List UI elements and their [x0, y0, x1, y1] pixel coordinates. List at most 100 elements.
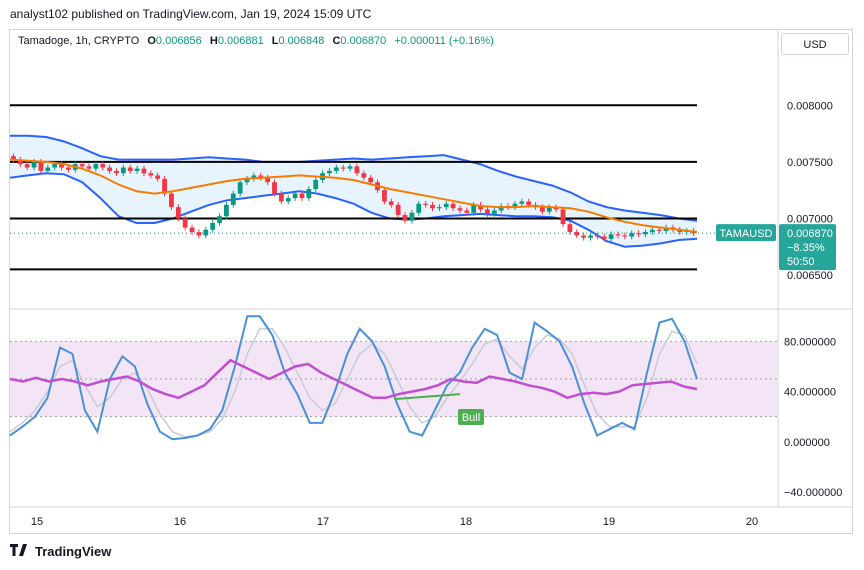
- candle: [519, 198, 525, 207]
- candle: [100, 161, 106, 171]
- candle: [663, 224, 669, 234]
- candle-body: [210, 222, 216, 230]
- tradingview-brand[interactable]: TradingView: [10, 540, 111, 559]
- candle: [299, 190, 305, 201]
- candle: [333, 164, 339, 174]
- candle-body: [230, 193, 236, 205]
- candle-body: [588, 235, 593, 238]
- candle: [491, 207, 497, 217]
- candle: [464, 207, 470, 216]
- candle: [443, 200, 449, 210]
- candle-body: [512, 203, 518, 208]
- legend-change: +0.000011 (+0.16%): [394, 35, 494, 47]
- candle: [361, 170, 367, 181]
- candle-body: [402, 215, 408, 221]
- candle: [169, 190, 174, 210]
- candle-body: [361, 173, 367, 178]
- candle: [272, 179, 277, 197]
- currency-selector[interactable]: USD: [781, 33, 849, 55]
- publisher-line: analyst102 published on TradingView.com,…: [10, 7, 372, 21]
- candle-body: [409, 212, 415, 221]
- candle: [450, 200, 456, 212]
- candle-body: [11, 156, 16, 160]
- legend-open: O0.006856: [147, 35, 202, 47]
- candle: [148, 170, 154, 179]
- price-axis-label: 0.006500: [787, 270, 833, 282]
- candle: [430, 202, 435, 212]
- candle-body: [86, 166, 92, 169]
- osc-axis-label: −40.000000: [784, 487, 842, 499]
- candle-body: [540, 207, 545, 212]
- legend-close: C0.006870: [332, 35, 387, 47]
- candle: [574, 229, 580, 239]
- candle-body: [155, 175, 161, 179]
- candle-body: [416, 203, 422, 213]
- candle-body: [354, 166, 360, 174]
- candle-body: [629, 233, 635, 237]
- candle: [278, 190, 284, 205]
- chart-frame: [9, 29, 853, 534]
- candle-body: [656, 229, 662, 231]
- bollinger-fill: [10, 135, 697, 247]
- candle: [230, 190, 236, 208]
- candle-body: [299, 193, 305, 199]
- price-axis-label: 0.007000: [787, 213, 833, 225]
- osc-axis-label: 0.000000: [784, 437, 830, 449]
- candle: [354, 163, 360, 177]
- candle-body: [258, 175, 264, 178]
- candle-body: [251, 175, 257, 179]
- candle-body: [313, 179, 319, 190]
- candle: [423, 200, 429, 208]
- candle-body: [601, 236, 607, 239]
- price-tag-change: −8.35%: [787, 242, 825, 254]
- candle-body: [65, 167, 71, 170]
- candle: [478, 202, 483, 213]
- candle: [120, 164, 126, 177]
- candle: [622, 232, 628, 240]
- symbol-tag: [716, 224, 776, 242]
- candle-body: [368, 177, 374, 183]
- bull-divergence-line: [393, 393, 461, 401]
- candle: [203, 226, 209, 239]
- candle-body: [581, 235, 587, 238]
- candle-body: [663, 227, 669, 231]
- candle: [134, 165, 140, 174]
- price-tag: [779, 224, 836, 271]
- x-axis-label: 18: [460, 516, 472, 528]
- candle-body: [175, 207, 181, 219]
- candle: [175, 204, 181, 222]
- candle: [629, 230, 635, 240]
- candle-body: [395, 204, 401, 216]
- candle: [567, 221, 573, 235]
- candle-body: [224, 204, 229, 217]
- candle-body: [17, 159, 23, 165]
- candle: [512, 200, 518, 210]
- candle-body: [485, 209, 490, 214]
- candle-body: [388, 201, 394, 205]
- candle: [244, 176, 250, 186]
- candle: [292, 190, 298, 201]
- candle-body: [24, 164, 30, 168]
- candle-body: [265, 177, 271, 183]
- candle: [615, 231, 621, 239]
- candle-body: [31, 161, 37, 168]
- bull-label: Bull: [458, 409, 484, 425]
- candle: [608, 231, 614, 242]
- candle: [114, 168, 119, 177]
- candle: [388, 198, 394, 208]
- candle-body: [347, 166, 353, 169]
- candle-body: [436, 207, 442, 209]
- candle-body: [134, 168, 140, 171]
- candle: [285, 195, 291, 205]
- candle: [155, 172, 161, 182]
- candle-body: [560, 209, 566, 225]
- candle: [382, 187, 387, 205]
- x-axis-label: 15: [31, 516, 43, 528]
- candle-body: [594, 235, 600, 237]
- candle-body: [93, 164, 99, 169]
- x-axis-label: 16: [174, 516, 186, 528]
- candle: [457, 205, 463, 214]
- candle-body: [148, 173, 154, 176]
- candle-body: [450, 203, 456, 209]
